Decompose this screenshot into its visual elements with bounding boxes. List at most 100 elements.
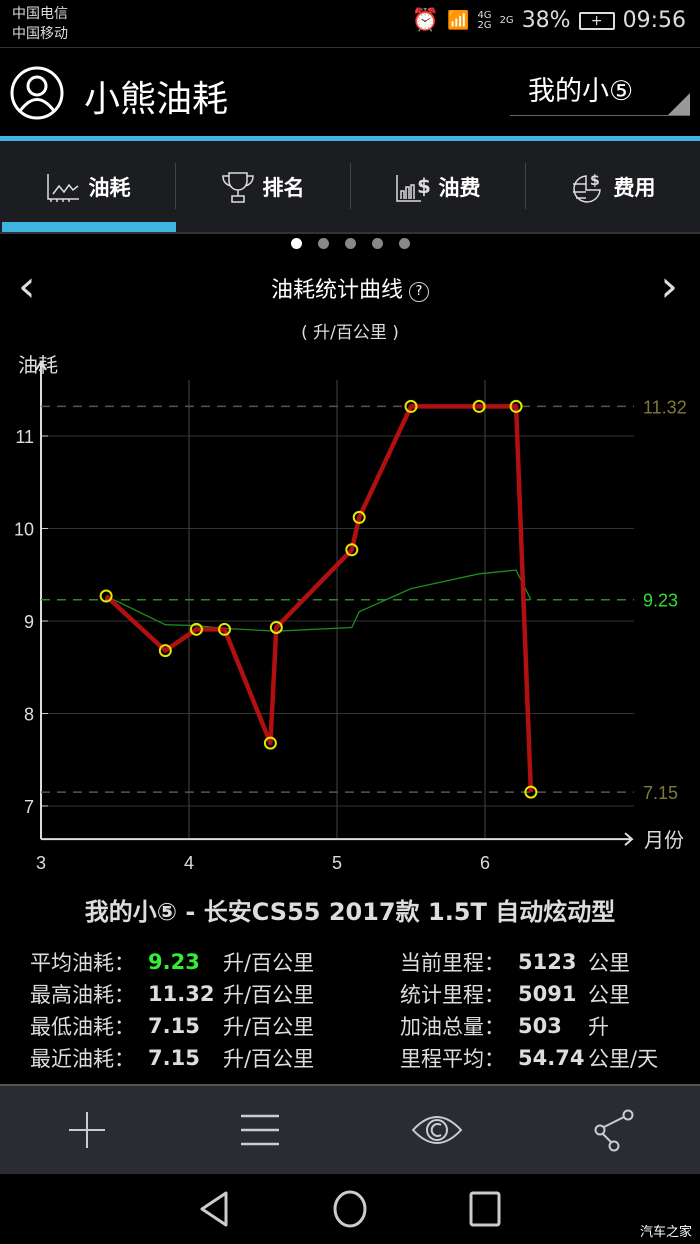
x-tick-label: 4 [184,853,194,873]
pie-dollar-icon: $ [572,173,601,203]
car-selector-value: 我的小⑤ [528,76,634,107]
battery-percent: 38% [521,8,571,33]
wifi-icon: 📶 [447,10,470,31]
data-point [263,736,277,750]
stat-label: 加油总量： [400,1015,505,1039]
stat-row: 最低油耗： 7.15 升/百公里 [30,1010,314,1042]
data-point [524,785,538,799]
back-icon[interactable] [198,1189,232,1229]
stat-row: 统计里程： 5091 公里 [400,978,658,1010]
network-type-2: 2G [499,14,514,26]
stat-label: 当前里程： [400,951,505,975]
battery-icon: + [578,11,615,30]
trophy-icon [221,172,254,203]
recents-icon[interactable] [468,1189,502,1229]
active-tab-indicator [2,222,176,232]
reference-label: 9.23 [643,591,678,611]
dropdown-triangle-icon [668,93,690,115]
menu-icon[interactable] [238,1108,282,1152]
system-nav-bar [0,1174,700,1244]
watermark: 汽车之家 [639,1225,692,1240]
page-dot[interactable] [290,238,302,249]
reference-label: 7.15 [643,783,678,803]
car-name: 我的小⑤ - 长安CS55 2017款 1.5T 自动炫动型 [84,898,616,926]
reference-label: 11.32 [643,397,687,417]
stat-value: 5123 [518,950,577,974]
stat-label: 里程平均： [400,1047,505,1071]
stat-row: 加油总量： 503 升 [400,1010,658,1042]
stat-value: 9.23 [148,950,200,974]
clock: 09:56 [622,8,686,33]
stat-unit: 升/百公里 [223,1047,315,1071]
y-axis [35,360,47,840]
carrier-1: 中国电信 [12,6,68,22]
stat-value: 503 [518,1014,562,1038]
car-selector-dropdown[interactable]: 我的小⑤ [510,68,690,116]
tab-fuel-consumption[interactable]: 油耗 [0,141,175,233]
stat-row: 最高油耗： 11.32 升/百公里 [30,978,314,1010]
x-axis [41,832,634,846]
stat-label: 统计里程： [400,983,505,1007]
data-point [269,620,283,634]
stat-row: 平均油耗： 9.23 升/百公里 [30,946,314,978]
stat-value: 54.74 [518,1046,585,1070]
x-axis-label: 月份 [644,828,684,852]
page-indicator [0,238,700,249]
stat-value: 5091 [518,982,577,1006]
stat-value: 7.15 [148,1046,200,1070]
tab-ranking[interactable]: 排名 [175,141,350,233]
page-dot[interactable] [398,238,410,249]
stats-right: 当前里程： 5123 公里 统计里程： 5091 公里 加油总量： 503 升里程平均： 54.7… [400,946,658,1074]
data-point [472,399,486,413]
average-line [105,569,532,632]
chevron-left-icon[interactable]: ‹ [18,261,36,312]
line-chart-icon [46,174,79,202]
stat-unit: 公里 [588,983,630,1007]
tab-bar: 油耗 排名 $ 油费 $ 费用 [0,141,700,233]
plus-icon[interactable] [65,1108,109,1152]
page-dot[interactable] [317,238,329,249]
help-icon[interactable]: ? [409,282,429,302]
tab-fuel-cost[interactable]: $ 油费 [350,141,525,233]
stat-label: 最近油耗： [30,1047,135,1071]
share-icon[interactable] [592,1108,636,1152]
stat-unit: 升 [588,1015,609,1039]
stat-unit: 升/百公里 [223,983,315,1007]
stat-row: 最近油耗： 7.15 升/百公里 [30,1042,314,1074]
alarm-icon: ⏰ [411,8,440,33]
data-point [99,589,113,603]
eye-icon[interactable] [411,1110,463,1150]
stats-left: 平均油耗： 9.23 升/百公里 最高油耗： 11.32 升/百公里 最低油耗： 7.15 升/… [30,946,314,1074]
carrier-2: 中国移动 [12,26,68,42]
chart-title: 油耗统计曲线? [0,272,700,304]
stat-value: 11.32 [148,982,215,1006]
home-icon[interactable] [332,1189,368,1229]
stat-label: 最高油耗： [30,983,135,1007]
x-tick-label: 6 [480,853,490,873]
x-tick-label: 3 [36,853,46,873]
y-tick-label: 8 [24,705,34,725]
y-tick-label: 9 [24,612,34,632]
app-title: 小熊油耗 [84,79,229,120]
carrier-names: 中国电信 中国移动 [12,4,68,44]
stat-label: 平均油耗： [30,951,135,975]
tabs-divider [0,232,700,234]
page-dot[interactable] [344,238,356,249]
chevron-right-icon[interactable]: › [660,261,678,312]
tab-expenses[interactable]: $ 费用 [525,141,700,233]
y-tick-label: 7 [24,797,34,817]
bar-dollar-icon: $ [395,174,430,202]
chart-unit: ( 升/百公里 ) [301,323,399,343]
data-point [509,399,523,413]
svg-text:$: $ [590,173,600,189]
data-point [345,543,359,557]
page-dot[interactable] [371,238,383,249]
data-point [352,510,366,524]
user-avatar-icon[interactable] [10,66,64,120]
stat-unit: 升/百公里 [223,1015,315,1039]
data-point [189,622,203,636]
app-header: 小熊油耗 我的小⑤ [0,48,700,136]
y-axis-label: 油耗 [18,353,58,377]
stat-unit: 公里/天 [588,1047,659,1071]
